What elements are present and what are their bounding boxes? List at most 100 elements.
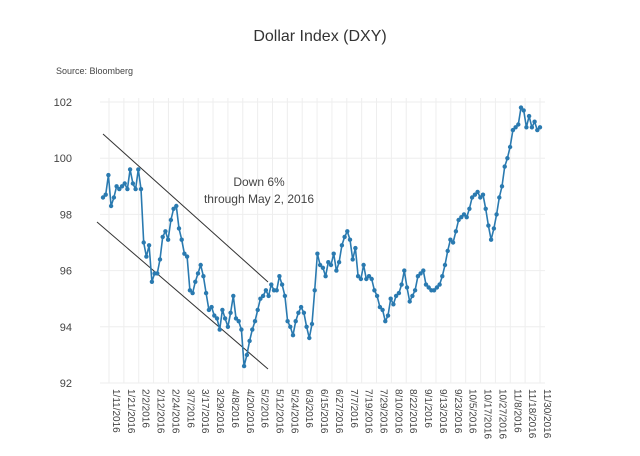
data-point — [119, 184, 125, 189]
data-point — [355, 274, 361, 279]
data-point — [510, 127, 516, 133]
chart-title: Dollar Index (DXY) — [253, 28, 387, 45]
data-point — [168, 217, 174, 223]
x-tick-label: 11/30/2016 — [541, 389, 552, 439]
data-point — [372, 288, 377, 293]
data-point — [535, 127, 540, 133]
data-point — [437, 282, 442, 287]
series-dxy — [100, 105, 543, 369]
data-point — [480, 192, 486, 197]
x-tick-label: 6/27/2016 — [333, 389, 344, 434]
data-point — [138, 186, 144, 192]
data-point — [364, 276, 369, 282]
data-point — [472, 192, 478, 197]
data-point — [141, 240, 146, 245]
data-point — [195, 271, 201, 276]
x-tick-label: 5/12/2016 — [273, 389, 284, 434]
data-point — [383, 319, 388, 324]
data-point — [277, 274, 282, 279]
data-point — [100, 195, 106, 200]
data-point — [176, 226, 182, 231]
data-point — [165, 237, 171, 242]
data-point — [497, 195, 502, 200]
source-note: Source: Bloomberg — [56, 66, 134, 76]
data-point — [415, 274, 421, 279]
data-point — [513, 125, 518, 130]
data-point — [469, 195, 475, 200]
data-point — [315, 251, 320, 256]
data-point — [423, 282, 429, 287]
x-tick-label: 1/21/2016 — [125, 389, 136, 434]
data-point — [193, 279, 198, 284]
data-point — [203, 290, 209, 296]
data-point — [247, 338, 252, 344]
y-tick-label: 92 — [60, 378, 72, 390]
data-point — [366, 274, 372, 279]
data-point — [269, 282, 274, 287]
data-point — [336, 260, 342, 265]
data-point — [380, 307, 385, 313]
data-point — [212, 313, 217, 318]
data-point — [418, 271, 423, 276]
data-point — [404, 285, 410, 290]
data-point — [445, 248, 450, 254]
x-tick-label: 6/3/2016 — [303, 389, 314, 428]
data-point — [231, 293, 236, 299]
data-point — [106, 172, 111, 178]
data-point — [339, 243, 345, 248]
data-point — [111, 195, 117, 200]
data-point — [117, 186, 122, 192]
data-point — [206, 307, 212, 313]
data-point — [532, 119, 537, 124]
data-point — [491, 226, 497, 231]
data-point — [236, 319, 241, 324]
data-point — [190, 290, 195, 296]
channel-upper-line — [102, 133, 269, 283]
data-point — [108, 203, 114, 209]
x-tick-label: 1/11/2016 — [110, 389, 121, 433]
data-point — [331, 251, 336, 256]
data-point — [396, 290, 402, 296]
data-point — [494, 212, 499, 217]
data-point — [312, 288, 317, 293]
data-point — [464, 215, 469, 220]
y-tick-label: 94 — [60, 322, 72, 334]
data-point — [184, 254, 190, 259]
x-tick-label: 9/1/2016 — [422, 389, 433, 428]
data-point — [537, 125, 543, 130]
x-tick-label: 7/7/2016 — [348, 389, 359, 428]
data-point — [323, 274, 328, 279]
x-tick-label: 3/17/2016 — [199, 389, 210, 434]
data-point — [239, 327, 244, 332]
data-point — [220, 307, 225, 313]
data-point — [361, 262, 366, 268]
data-point — [179, 237, 184, 242]
data-point — [209, 304, 214, 310]
x-tick-label: 6/15/2016 — [318, 389, 329, 434]
data-point — [103, 192, 108, 197]
x-tick-label: 10/17/2016 — [482, 389, 493, 439]
data-point — [456, 217, 461, 223]
data-point — [288, 324, 293, 329]
data-point — [326, 260, 331, 265]
x-tick-label: 5/2/2016 — [259, 389, 270, 428]
x-tick-label: 10/5/2016 — [467, 389, 478, 434]
data-point — [201, 274, 206, 279]
data-point — [157, 257, 163, 262]
data-point — [448, 237, 453, 242]
data-point — [358, 276, 364, 282]
data-point — [309, 321, 315, 327]
data-point — [144, 254, 149, 259]
data-point — [342, 234, 347, 240]
data-point — [307, 335, 312, 341]
data-point — [127, 167, 133, 172]
data-point — [347, 237, 353, 242]
data-point — [453, 229, 459, 234]
data-point — [478, 195, 483, 200]
x-tick-label: 4/20/2016 — [244, 389, 255, 434]
data-point — [391, 302, 396, 307]
data-point — [320, 265, 326, 270]
x-tick-label: 3/7/2016 — [184, 389, 195, 428]
data-point — [350, 257, 355, 262]
data-point — [255, 307, 260, 313]
